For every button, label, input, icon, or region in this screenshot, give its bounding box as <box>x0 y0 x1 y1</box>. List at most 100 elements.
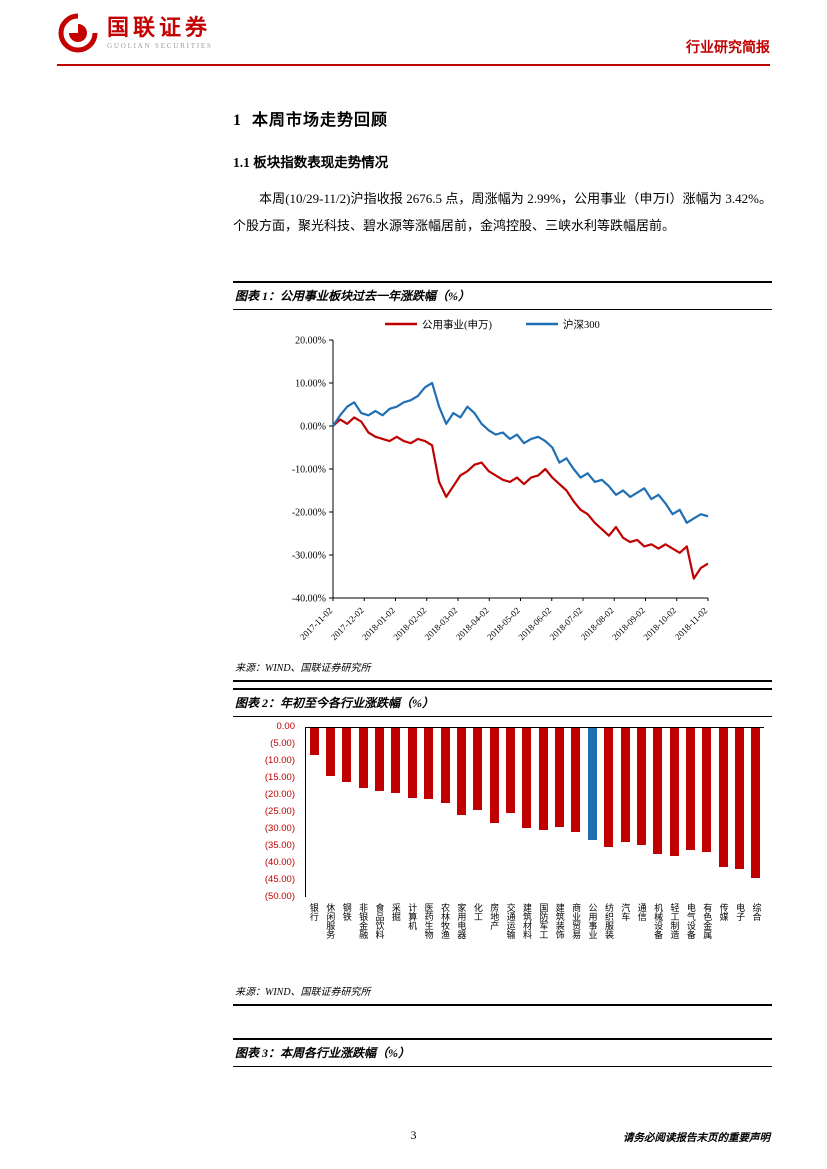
bar-chart: 0.00 (5.00) (10.00) (15.00) (20.00) (25.00) (3… <box>233 717 772 979</box>
bar-category-label: 计算机 <box>407 903 418 930</box>
figure-2-source: 来源：WIND、国联证券研究所 <box>235 987 371 998</box>
bar-category-label: 轻工制造 <box>669 903 680 939</box>
bar-国防军工 <box>538 728 548 830</box>
header-rule <box>57 64 770 66</box>
bar-y-tick-label: (25.00) <box>264 806 295 817</box>
bar-category-label: 房地产 <box>489 903 500 930</box>
legend-label: 公用事业(申万) <box>422 318 492 331</box>
bar-医药生物 <box>424 728 434 800</box>
bar-category-label: 银行 <box>308 903 319 921</box>
bar-category-label: 交通运输 <box>505 903 516 939</box>
bar-y-tick-label: (5.00) <box>270 738 295 749</box>
bar-综合 <box>751 728 761 878</box>
bar-计算机 <box>407 728 417 798</box>
bar-category-label: 电子 <box>735 903 746 921</box>
bar-category-label: 食品饮料 <box>374 903 385 939</box>
bar-column <box>617 728 633 842</box>
bar-column <box>666 728 682 856</box>
bar-category-label: 商业贸易 <box>571 903 582 939</box>
section-heading: 1 本周市场走势回顾 <box>233 112 389 129</box>
guolian-logo-icon <box>58 13 98 53</box>
bar-汽车 <box>620 728 630 842</box>
bar-column <box>650 728 666 854</box>
series-line-公用事业(申万) <box>332 416 709 580</box>
bar-交通运输 <box>505 728 515 813</box>
bar-category-label: 机械设备 <box>653 903 664 939</box>
bar-category-label: 公用事业 <box>587 903 598 939</box>
figure-3-title: 图表 3：本周各行业涨跌幅（%） <box>233 1040 772 1067</box>
bar-column <box>453 728 469 815</box>
bar-column <box>748 728 764 878</box>
brand-name-cn: 国联证券 <box>107 14 212 40</box>
bar-column <box>404 728 420 798</box>
figure-2-title: 图表 2：年初至今各行业涨跌幅（%） <box>233 690 772 717</box>
y-tick-label: 20.00% <box>295 336 326 347</box>
bar-category-label: 综合 <box>751 903 762 921</box>
y-tick-label: 0.00% <box>300 422 326 433</box>
bar-column <box>306 728 322 756</box>
bar-y-tick-label: (30.00) <box>264 823 295 834</box>
bar-column <box>731 728 747 870</box>
bar-column <box>355 728 371 788</box>
bar-有色金属 <box>702 728 712 853</box>
subsection-heading: 1.1 板块指数表现走势情况 <box>233 155 389 170</box>
bar-column <box>437 728 453 803</box>
bar-column <box>568 728 584 832</box>
bar-chart-plot <box>305 727 764 897</box>
y-tick-label: 10.00% <box>295 379 326 390</box>
bar-休闲服务 <box>326 728 336 776</box>
bar-category-label: 钢铁 <box>341 903 352 921</box>
bar-轻工制造 <box>669 728 679 856</box>
x-tick-label: 2018-08-02 <box>579 605 616 642</box>
bar-电子 <box>735 728 745 870</box>
bar-column <box>633 728 649 846</box>
series-line-沪深300 <box>332 381 709 524</box>
bar-纺织服装 <box>604 728 614 847</box>
bar-category-label: 建筑材料 <box>521 903 532 939</box>
bar-家用电器 <box>456 728 466 815</box>
bar-column <box>535 728 551 830</box>
bar-chart-x-labels: 银行 休闲服务 钢铁 非银金融 食品饮料 采掘 计算机 医药生物 农林牧渔 家用电器 化工 房地产 交通… <box>305 903 764 977</box>
bar-category-label: 医药生物 <box>423 903 434 939</box>
bar-y-tick-label: (40.00) <box>264 857 295 868</box>
bar-category-label: 家用电器 <box>456 903 467 939</box>
bar-column <box>388 728 404 793</box>
bar-column <box>502 728 518 813</box>
bar-column <box>551 728 567 827</box>
bar-y-tick-label: (35.00) <box>264 840 295 851</box>
bar-column <box>699 728 715 853</box>
bar-column <box>715 728 731 868</box>
bar-column <box>322 728 338 776</box>
x-tick-label: 2018-01-02 <box>360 605 397 642</box>
bar-category-label: 电气设备 <box>685 903 696 939</box>
bar-category-label: 采掘 <box>390 903 401 921</box>
summary-paragraph: 本周(10/29-11/2)沪指收报 2676.5 点，周涨幅为 2.99%，公… <box>233 191 772 233</box>
bar-采掘 <box>391 728 401 793</box>
bar-公用事业 <box>587 728 597 841</box>
x-tick-label: 2018-02-02 <box>391 605 428 642</box>
figure-3: 图表 3：本周各行业涨跌幅（%） <box>233 1038 772 1067</box>
figure-1-source: 来源：WIND、国联证券研究所 <box>235 663 371 674</box>
bar-category-label: 国防军工 <box>538 903 549 939</box>
report-type-label: 行业研究简报 <box>686 41 770 56</box>
figure-1-title: 图表 1：公用事业板块过去一年涨跌幅（%） <box>233 283 772 310</box>
legend-label: 沪深300 <box>563 318 600 331</box>
bar-category-label: 农林牧渔 <box>440 903 451 939</box>
bar-column <box>519 728 535 829</box>
bar-y-tick-label: 0.00 <box>276 721 296 732</box>
bar-钢铁 <box>342 728 352 783</box>
bar-商业贸易 <box>571 728 581 832</box>
x-tick-label: 2018-11-02 <box>673 605 710 642</box>
bar-category-label: 化工 <box>472 903 483 921</box>
bar-category-label: 休闲服务 <box>325 903 336 939</box>
x-tick-label: 2018-07-02 <box>548 605 585 642</box>
x-tick-label: 2017-12-02 <box>329 605 366 642</box>
y-tick-label: -20.00% <box>292 508 326 519</box>
bar-column <box>371 728 387 791</box>
x-tick-label: 2018-06-02 <box>516 605 553 642</box>
bar-农林牧渔 <box>440 728 450 803</box>
bar-y-tick-label: (50.00) <box>264 891 295 902</box>
x-tick-label: 2018-04-02 <box>454 605 491 642</box>
bar-建筑装饰 <box>555 728 565 827</box>
